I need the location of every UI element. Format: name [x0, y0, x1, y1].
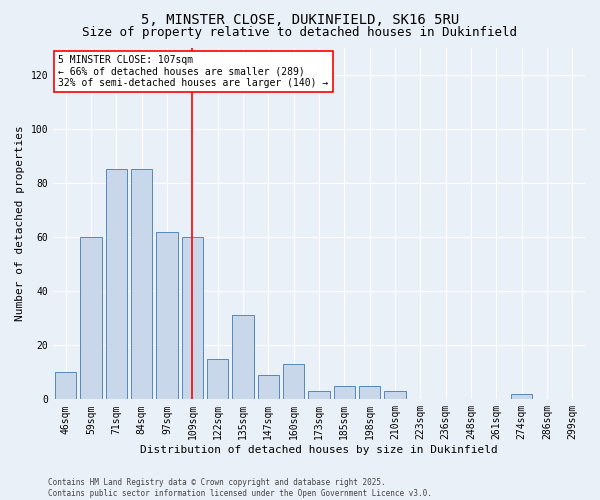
Bar — [80, 237, 102, 400]
Bar — [207, 358, 229, 400]
Bar — [232, 316, 254, 400]
Bar — [384, 391, 406, 400]
Bar — [156, 232, 178, 400]
Text: 5 MINSTER CLOSE: 107sqm
← 66% of detached houses are smaller (289)
32% of semi-d: 5 MINSTER CLOSE: 107sqm ← 66% of detache… — [58, 54, 329, 88]
Text: Contains HM Land Registry data © Crown copyright and database right 2025.
Contai: Contains HM Land Registry data © Crown c… — [48, 478, 432, 498]
Bar — [283, 364, 304, 400]
Bar — [334, 386, 355, 400]
Text: Size of property relative to detached houses in Dukinfield: Size of property relative to detached ho… — [83, 26, 517, 39]
Bar — [106, 170, 127, 400]
Text: 5, MINSTER CLOSE, DUKINFIELD, SK16 5RU: 5, MINSTER CLOSE, DUKINFIELD, SK16 5RU — [141, 12, 459, 26]
Bar — [308, 391, 330, 400]
Bar — [182, 237, 203, 400]
Bar — [511, 394, 532, 400]
Bar — [131, 170, 152, 400]
Y-axis label: Number of detached properties: Number of detached properties — [15, 126, 25, 322]
Bar — [257, 375, 279, 400]
Bar — [55, 372, 76, 400]
X-axis label: Distribution of detached houses by size in Dukinfield: Distribution of detached houses by size … — [140, 445, 498, 455]
Bar — [359, 386, 380, 400]
